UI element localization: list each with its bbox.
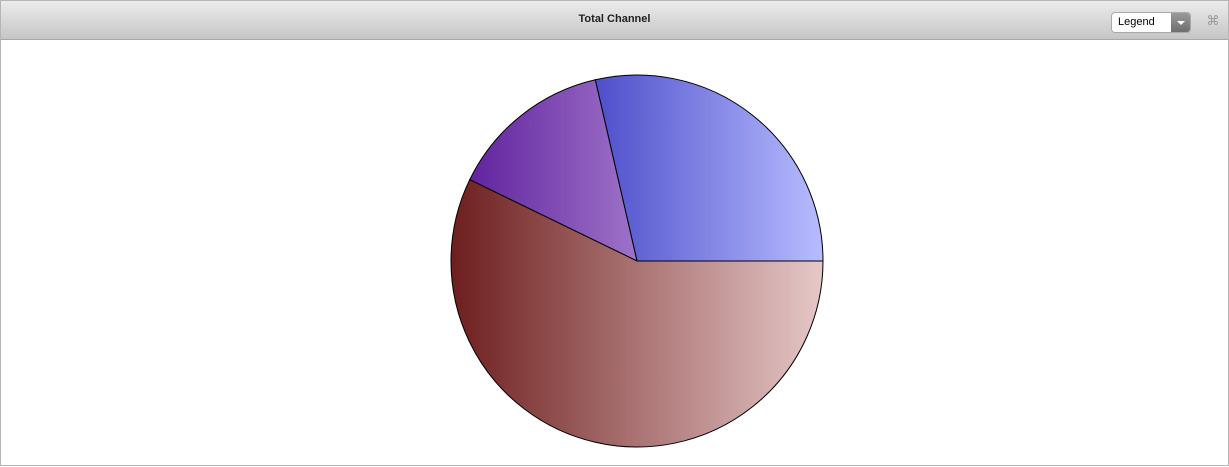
chart-title: Total Channel [578, 13, 651, 25]
pie-slice-1[interactable] [594, 74, 824, 262]
chevron-down-icon[interactable] [1171, 13, 1190, 32]
legend-dropdown-value: Legend [1118, 16, 1155, 28]
pie-chart [450, 74, 824, 448]
pie-slice-3[interactable] [450, 179, 824, 448]
panel-header: Total Channel Legend ⌘ [1, 1, 1228, 40]
legend-dropdown[interactable]: Legend [1111, 12, 1191, 33]
collapse-arrows-icon[interactable]: ⌘ [1206, 13, 1220, 28]
pie-slice-2[interactable] [469, 79, 638, 262]
